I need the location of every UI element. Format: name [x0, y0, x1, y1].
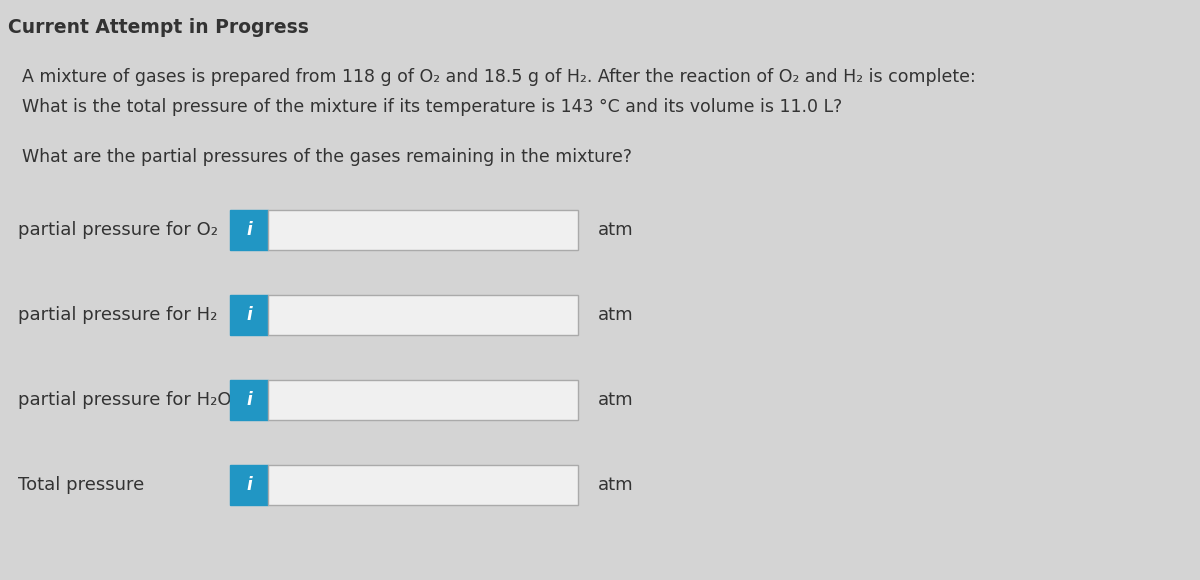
Text: atm: atm — [598, 221, 634, 239]
FancyBboxPatch shape — [268, 465, 578, 505]
FancyBboxPatch shape — [230, 295, 268, 335]
Text: atm: atm — [598, 306, 634, 324]
FancyBboxPatch shape — [230, 465, 268, 505]
Text: atm: atm — [598, 391, 634, 409]
Text: i: i — [246, 391, 252, 409]
Text: i: i — [246, 306, 252, 324]
FancyBboxPatch shape — [230, 210, 268, 250]
Text: partial pressure for H₂: partial pressure for H₂ — [18, 306, 217, 324]
Text: i: i — [246, 221, 252, 239]
FancyBboxPatch shape — [268, 295, 578, 335]
FancyBboxPatch shape — [268, 380, 578, 420]
Text: partial pressure for O₂: partial pressure for O₂ — [18, 221, 218, 239]
Text: What are the partial pressures of the gases remaining in the mixture?: What are the partial pressures of the ga… — [22, 148, 632, 166]
Text: i: i — [246, 476, 252, 494]
Text: partial pressure for H₂O: partial pressure for H₂O — [18, 391, 232, 409]
Text: Current Attempt in Progress: Current Attempt in Progress — [8, 18, 308, 37]
Text: atm: atm — [598, 476, 634, 494]
Text: Total pressure: Total pressure — [18, 476, 144, 494]
FancyBboxPatch shape — [268, 210, 578, 250]
Text: A mixture of gases is prepared from 118 g of O₂ and 18.5 g of H₂. After the reac: A mixture of gases is prepared from 118 … — [22, 68, 976, 86]
FancyBboxPatch shape — [230, 380, 268, 420]
Text: What is the total pressure of the mixture if its temperature is 143 °C and its v: What is the total pressure of the mixtur… — [22, 98, 842, 116]
